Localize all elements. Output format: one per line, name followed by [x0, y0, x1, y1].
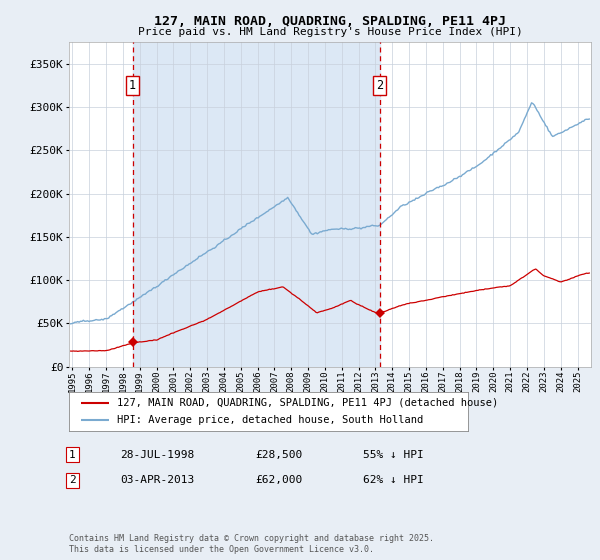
Text: 2: 2 [376, 80, 383, 92]
Text: 55% ↓ HPI: 55% ↓ HPI [363, 450, 424, 460]
Text: 127, MAIN ROAD, QUADRING, SPALDING, PE11 4PJ (detached house): 127, MAIN ROAD, QUADRING, SPALDING, PE11… [117, 398, 498, 408]
Text: 2: 2 [69, 475, 76, 486]
Text: £62,000: £62,000 [255, 475, 302, 486]
Text: £28,500: £28,500 [255, 450, 302, 460]
Text: 28-JUL-1998: 28-JUL-1998 [120, 450, 194, 460]
Text: Price paid vs. HM Land Registry's House Price Index (HPI): Price paid vs. HM Land Registry's House … [137, 27, 523, 37]
Text: 127, MAIN ROAD, QUADRING, SPALDING, PE11 4PJ: 127, MAIN ROAD, QUADRING, SPALDING, PE11… [154, 15, 506, 27]
Text: 62% ↓ HPI: 62% ↓ HPI [363, 475, 424, 486]
Text: 1: 1 [129, 80, 136, 92]
Text: 03-APR-2013: 03-APR-2013 [120, 475, 194, 486]
Text: 1: 1 [69, 450, 76, 460]
Bar [133, 42, 380, 367]
Text: HPI: Average price, detached house, South Holland: HPI: Average price, detached house, Sout… [117, 415, 423, 425]
Text: Contains HM Land Registry data © Crown copyright and database right 2025.
This d: Contains HM Land Registry data © Crown c… [69, 534, 434, 554]
